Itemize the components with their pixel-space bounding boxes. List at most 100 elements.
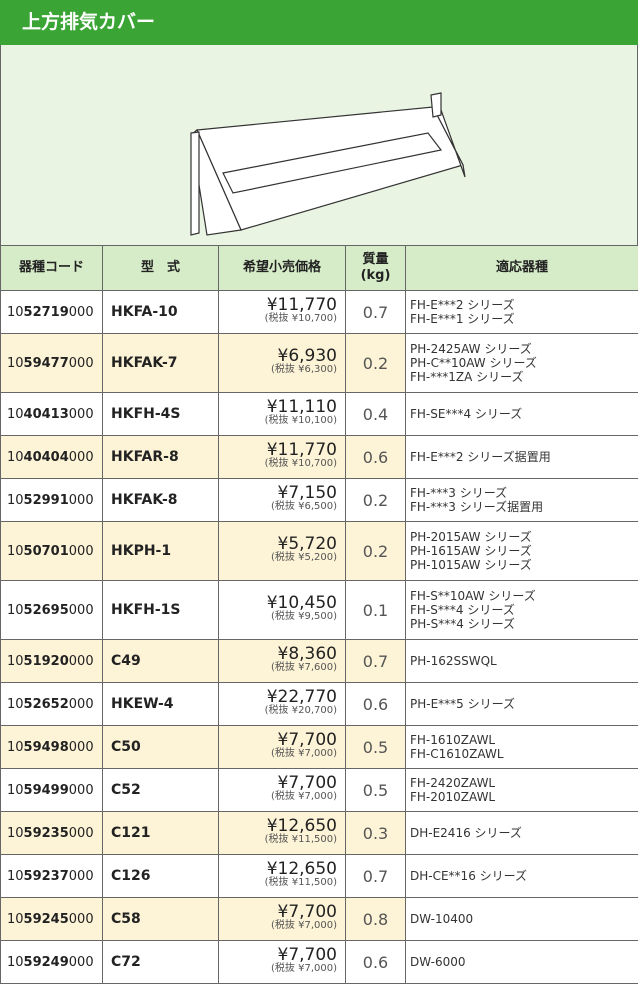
fit-model: PH-S***4 シリーズ [410, 617, 634, 631]
model: HKFA-10 [103, 291, 219, 334]
price: ¥12,650 [223, 862, 337, 876]
fit-model: FH-***1ZA シリーズ [410, 370, 634, 384]
price: ¥12,650 [223, 819, 337, 833]
fit-model: PH-1615AW シリーズ [410, 544, 634, 558]
fit-model: FH-E***2 シリーズ据置用 [410, 450, 634, 464]
weight: 0.5 [346, 726, 406, 769]
code-cell: 1059237000 [1, 855, 103, 898]
code-part: 59249 [24, 955, 69, 970]
price-cell: ¥7,700(税抜 ¥7,000) [219, 726, 346, 769]
code-part: 000 [69, 826, 94, 841]
price: ¥8,360 [223, 647, 337, 661]
code-part: 000 [69, 955, 94, 970]
column-header: 器種コード [1, 246, 103, 291]
model: HKFAK-7 [103, 334, 219, 393]
weight: 0.8 [346, 898, 406, 941]
price: ¥7,700 [223, 733, 337, 747]
weight: 0.6 [346, 941, 406, 984]
code-cell: 1059498000 [1, 726, 103, 769]
column-header: 適応器種 [406, 246, 638, 291]
model: C50 [103, 726, 219, 769]
code-cell: 1040404000 [1, 436, 103, 479]
fit-cell: FH-SE***4 シリーズ [406, 393, 638, 436]
code-part: 59499 [24, 783, 69, 798]
price-excl-tax: (税抜 ¥10,700) [223, 457, 337, 471]
model: C121 [103, 812, 219, 855]
model: C58 [103, 898, 219, 941]
model: HKFAR-8 [103, 436, 219, 479]
code-part: 59498 [24, 740, 69, 755]
code-cell: 1059499000 [1, 769, 103, 812]
code-part: 000 [69, 783, 94, 798]
model: C49 [103, 640, 219, 683]
price-cell: ¥11,770(税抜 ¥10,700) [219, 291, 346, 334]
fit-model: DH-CE**16 シリーズ [410, 869, 634, 883]
fit-model: FH-***3 シリーズ [410, 486, 634, 500]
fit-cell: DW-6000 [406, 941, 638, 984]
column-header: 希望小売価格 [219, 246, 346, 291]
weight: 0.7 [346, 640, 406, 683]
price: ¥7,700 [223, 905, 337, 919]
price-cell: ¥7,700(税抜 ¥7,000) [219, 898, 346, 941]
price: ¥22,770 [223, 690, 337, 704]
price-excl-tax: (税抜 ¥7,000) [223, 747, 337, 761]
model: C126 [103, 855, 219, 898]
price-excl-tax: (税抜 ¥11,500) [223, 876, 337, 890]
code-part: 000 [69, 740, 94, 755]
weight: 0.1 [346, 581, 406, 640]
code-part: 10 [7, 783, 24, 798]
price-excl-tax: (税抜 ¥7,000) [223, 962, 337, 976]
model: C72 [103, 941, 219, 984]
weight: 0.2 [346, 522, 406, 581]
fit-model: DW-10400 [410, 912, 634, 926]
code-part: 10 [7, 603, 24, 618]
price-excl-tax: (税抜 ¥11,500) [223, 833, 337, 847]
header-line: 質量 [350, 252, 401, 268]
code-cell: 1059245000 [1, 898, 103, 941]
price-cell: ¥8,360(税抜 ¥7,600) [219, 640, 346, 683]
code-part: 000 [69, 407, 94, 422]
code-cell: 1052695000 [1, 581, 103, 640]
fit-model: FH-S**10AW シリーズ [410, 589, 634, 603]
price-cell: ¥7,700(税抜 ¥7,000) [219, 769, 346, 812]
code-part: 51920 [24, 654, 69, 669]
code-part: 50701 [24, 544, 69, 559]
price-cell: ¥22,770(税抜 ¥20,700) [219, 683, 346, 726]
price-cell: ¥12,650(税抜 ¥11,500) [219, 812, 346, 855]
column-header: 質量(kg) [346, 246, 406, 291]
price: ¥5,720 [223, 537, 337, 551]
code-cell: 1040413000 [1, 393, 103, 436]
price: ¥7,700 [223, 948, 337, 962]
section-title: 上方排気カバー [0, 0, 638, 45]
fit-model: FH-S***4 シリーズ [410, 603, 634, 617]
fit-model: FH-2010ZAWL [410, 790, 634, 804]
price: ¥7,700 [223, 776, 337, 790]
code-part: 000 [69, 356, 94, 371]
code-part: 000 [69, 450, 94, 465]
price-cell: ¥12,650(税抜 ¥11,500) [219, 855, 346, 898]
weight: 0.7 [346, 855, 406, 898]
fit-model: DH-E2416 シリーズ [410, 826, 634, 840]
price-cell: ¥11,770(税抜 ¥10,700) [219, 436, 346, 479]
fit-model: DW-6000 [410, 955, 634, 969]
code-part: 10 [7, 544, 24, 559]
price: ¥11,770 [223, 443, 337, 457]
price-excl-tax: (税抜 ¥20,700) [223, 704, 337, 718]
price: ¥11,770 [223, 298, 337, 312]
code-cell: 1052652000 [1, 683, 103, 726]
price-cell: ¥6,930(税抜 ¥6,300) [219, 334, 346, 393]
code-part: 10 [7, 654, 24, 669]
fit-model: PH-2015AW シリーズ [410, 530, 634, 544]
code-part: 000 [69, 654, 94, 669]
code-part: 40413 [24, 407, 69, 422]
